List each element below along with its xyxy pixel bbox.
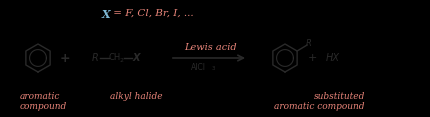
Text: X: X (101, 9, 110, 20)
Text: 2: 2 (120, 58, 124, 63)
Text: CH: CH (109, 53, 121, 62)
Text: AlCl: AlCl (191, 62, 206, 71)
Text: X: X (132, 53, 140, 63)
Text: Lewis acid: Lewis acid (184, 42, 236, 51)
Text: R: R (92, 53, 98, 63)
Text: +: + (60, 51, 71, 64)
Text: +: + (307, 53, 316, 63)
Text: = F, Cl, Br, I, ...: = F, Cl, Br, I, ... (110, 9, 194, 18)
Text: substituted
aromatic compound: substituted aromatic compound (274, 92, 365, 111)
Text: alkyl halide: alkyl halide (110, 92, 163, 101)
Text: 3: 3 (212, 66, 215, 71)
Text: aromatic
compound: aromatic compound (20, 92, 67, 111)
Text: R: R (306, 38, 312, 48)
Text: HX: HX (326, 53, 340, 63)
